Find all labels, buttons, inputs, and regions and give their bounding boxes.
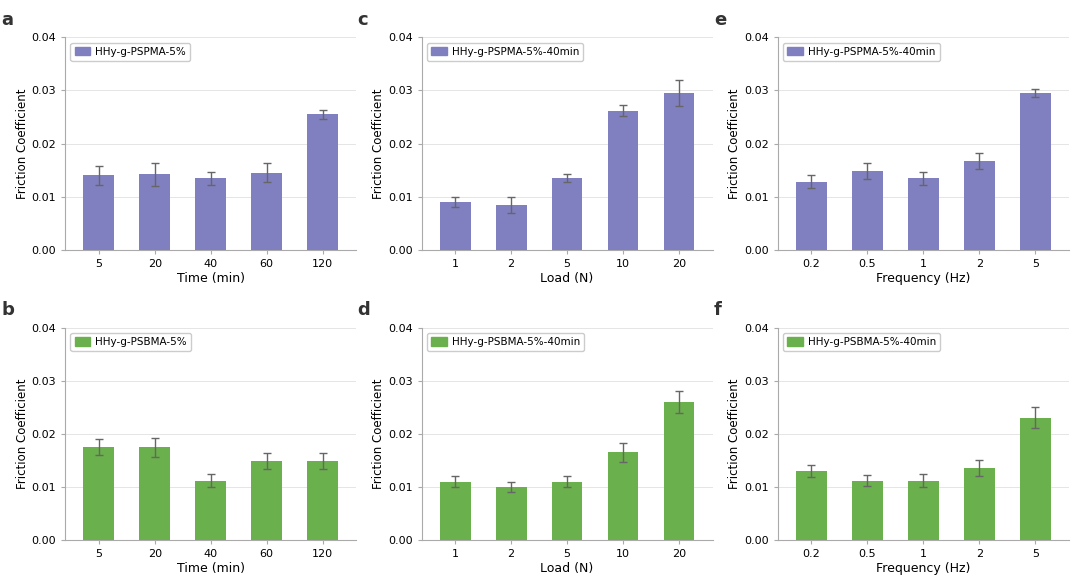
Legend: HHy-g-PSPMA-5%-40min: HHy-g-PSPMA-5%-40min — [783, 43, 940, 61]
Bar — [552, 178, 582, 250]
Bar — [440, 482, 471, 540]
Bar — [139, 175, 171, 250]
Bar — [1020, 93, 1051, 250]
Bar — [552, 482, 582, 540]
Text: f: f — [714, 301, 721, 319]
Bar — [1020, 418, 1051, 540]
Bar — [252, 461, 282, 540]
Bar — [195, 178, 226, 250]
Y-axis label: Friction Coefficient: Friction Coefficient — [372, 88, 384, 199]
Y-axis label: Friction Coefficient: Friction Coefficient — [728, 88, 741, 199]
X-axis label: Frequency (Hz): Frequency (Hz) — [876, 272, 971, 285]
Bar — [908, 178, 939, 250]
Bar — [83, 175, 114, 250]
Text: c: c — [357, 11, 368, 29]
Text: a: a — [1, 11, 13, 29]
Legend: HHy-g-PSPMA-5%-40min: HHy-g-PSPMA-5%-40min — [427, 43, 583, 61]
Bar — [440, 202, 471, 250]
Bar — [663, 402, 694, 540]
Bar — [852, 481, 882, 540]
Bar — [852, 171, 882, 250]
Bar — [195, 481, 226, 540]
Bar — [496, 205, 527, 250]
Bar — [252, 173, 282, 250]
Bar — [796, 182, 827, 250]
Legend: HHy-g-PSBMA-5%-40min: HHy-g-PSBMA-5%-40min — [783, 333, 941, 351]
Bar — [908, 481, 939, 540]
X-axis label: Frequency (Hz): Frequency (Hz) — [876, 562, 971, 575]
Y-axis label: Friction Coefficient: Friction Coefficient — [728, 379, 741, 489]
X-axis label: Time (min): Time (min) — [177, 272, 245, 285]
Text: b: b — [1, 301, 14, 319]
X-axis label: Load (N): Load (N) — [540, 562, 594, 575]
Bar — [308, 114, 338, 250]
Bar — [964, 161, 995, 250]
Text: e: e — [714, 11, 726, 29]
Bar — [308, 461, 338, 540]
Bar — [796, 471, 827, 540]
Bar — [139, 447, 171, 540]
Bar — [663, 93, 694, 250]
X-axis label: Time (min): Time (min) — [177, 562, 245, 575]
X-axis label: Load (N): Load (N) — [540, 272, 594, 285]
Bar — [608, 452, 638, 540]
Bar — [964, 468, 995, 540]
Bar — [83, 447, 114, 540]
Legend: HHy-g-PSPMA-5%: HHy-g-PSPMA-5% — [70, 43, 190, 61]
Legend: HHy-g-PSBMA-5%-40min: HHy-g-PSBMA-5%-40min — [427, 333, 584, 351]
Y-axis label: Friction Coefficient: Friction Coefficient — [16, 379, 29, 489]
Bar — [608, 111, 638, 250]
Y-axis label: Friction Coefficient: Friction Coefficient — [16, 88, 29, 199]
Text: d: d — [357, 301, 370, 319]
Y-axis label: Friction Coefficient: Friction Coefficient — [372, 379, 384, 489]
Legend: HHy-g-PSBMA-5%: HHy-g-PSBMA-5% — [70, 333, 191, 351]
Bar — [496, 487, 527, 540]
